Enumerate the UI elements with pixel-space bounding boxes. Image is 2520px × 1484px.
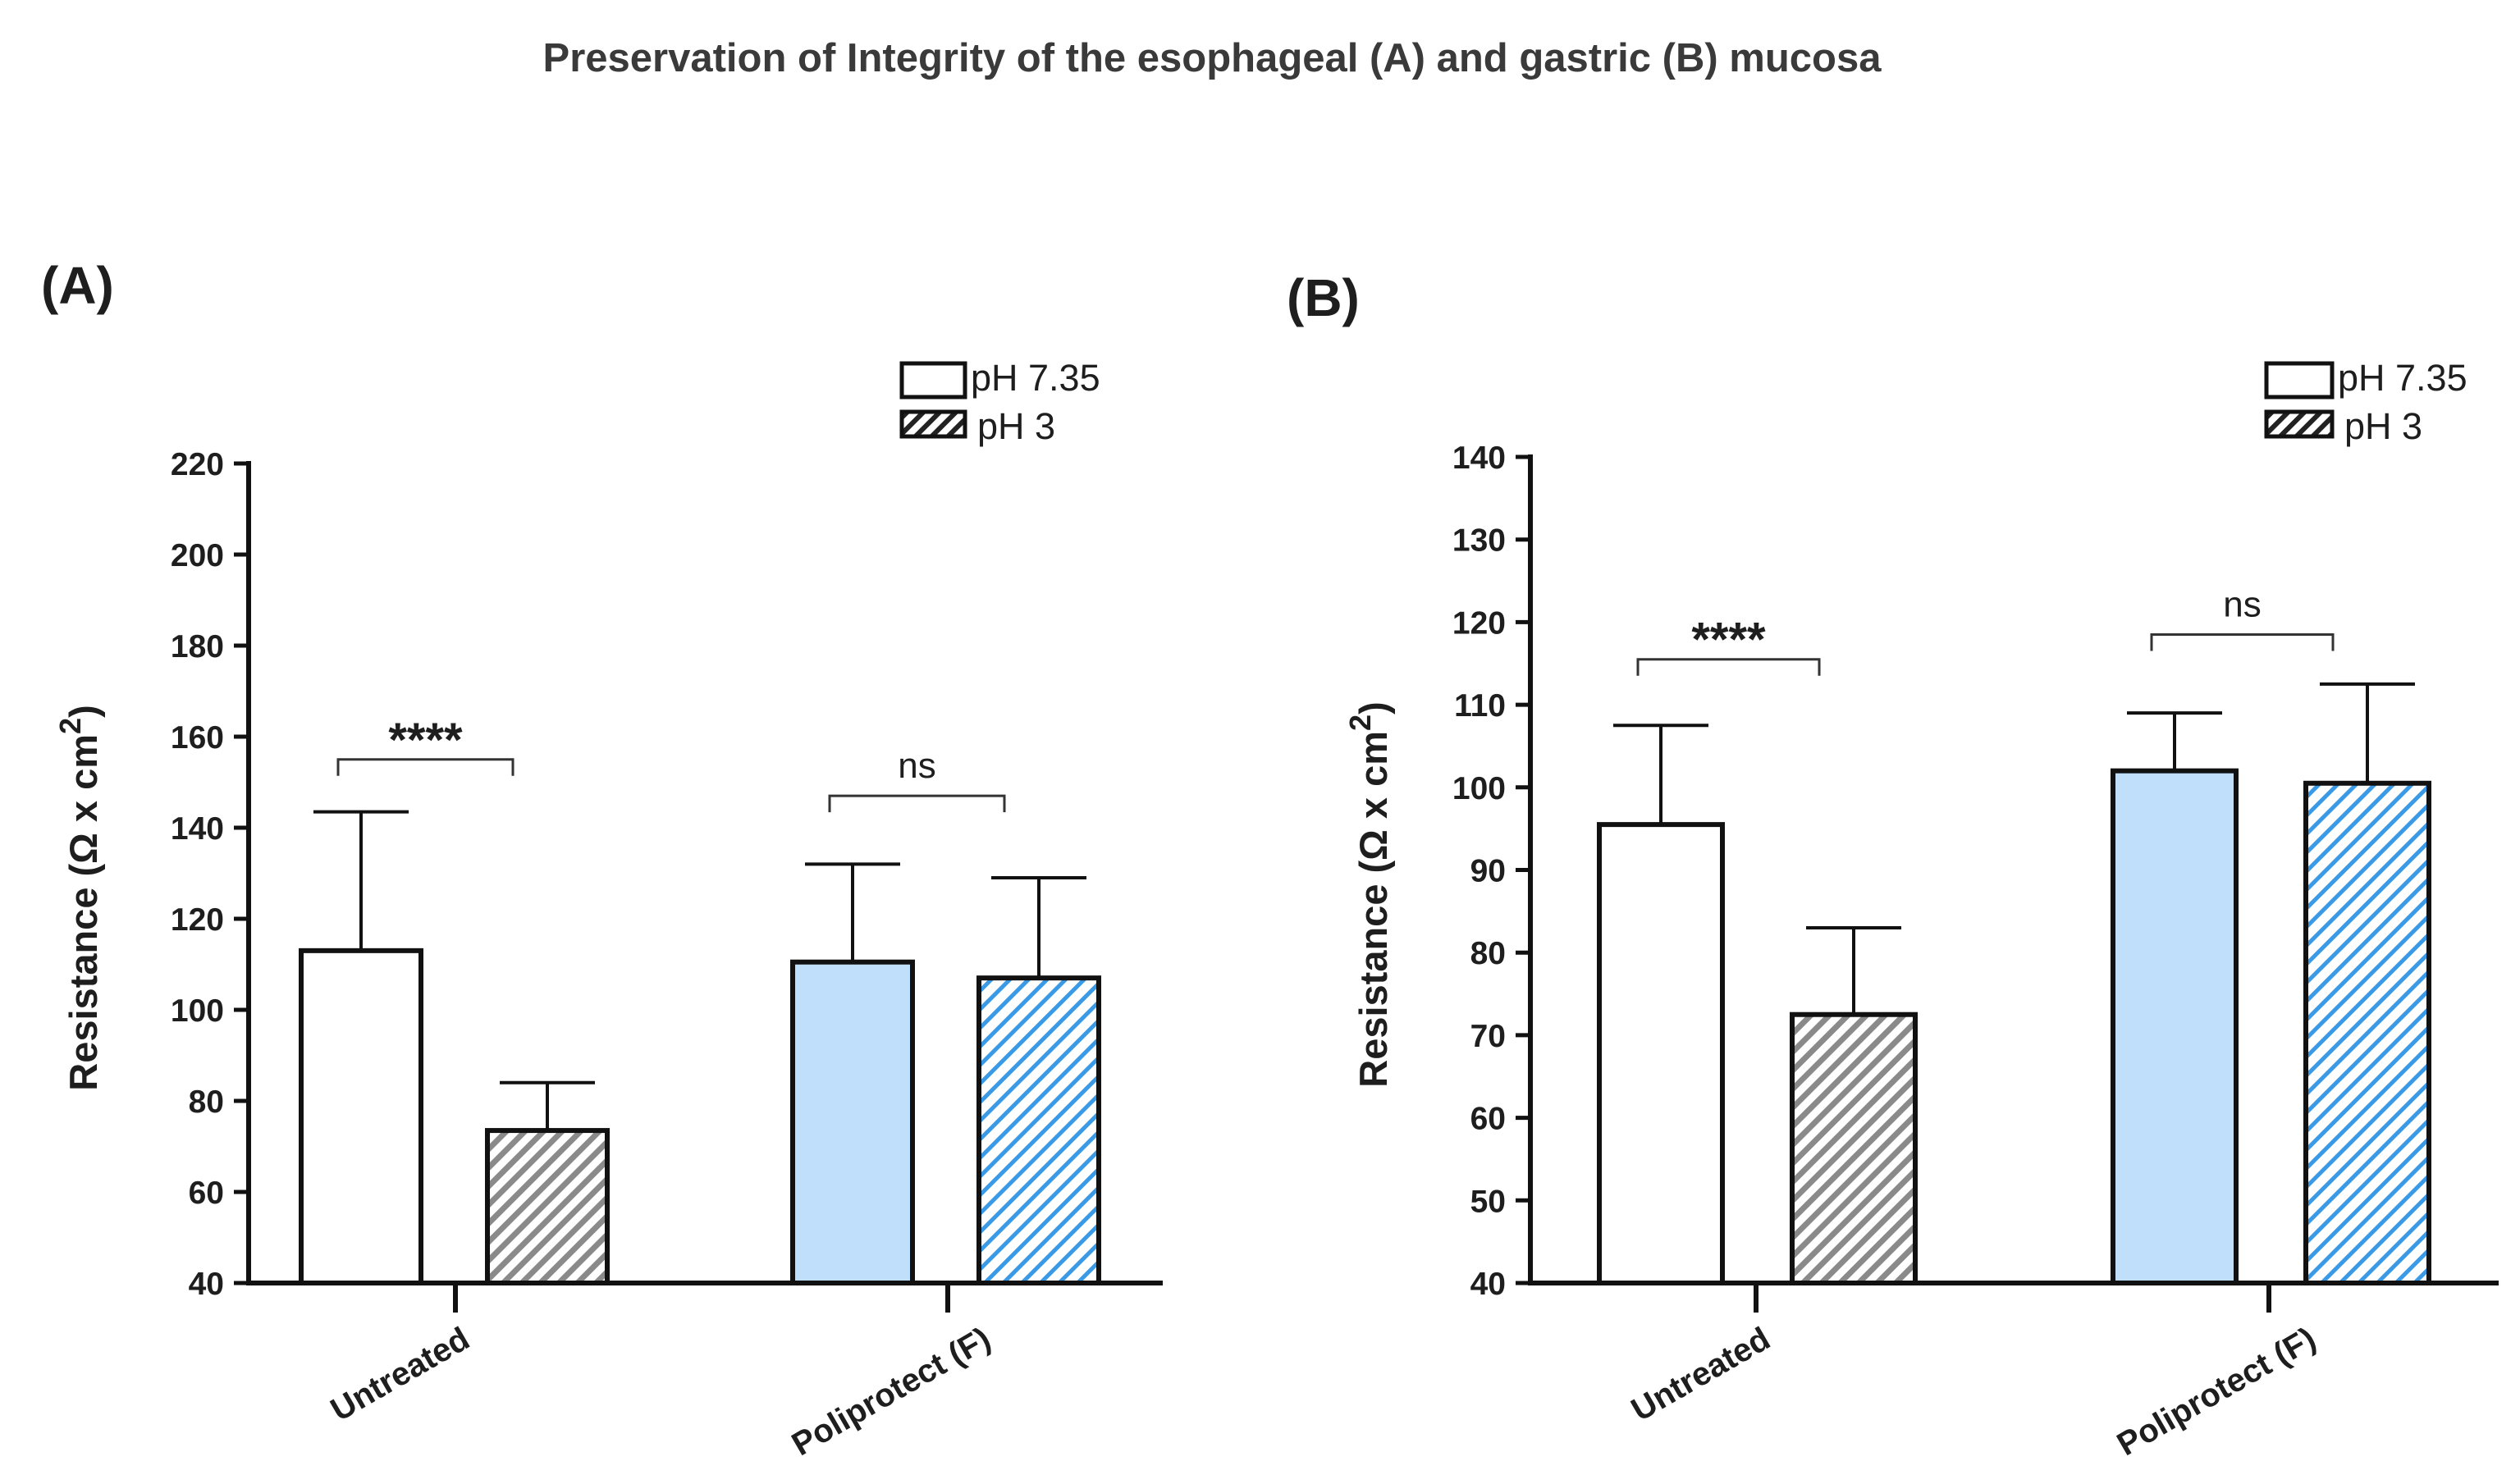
panel-b-y-axis-title: Resistance (Ω x cm2) bbox=[1343, 701, 1395, 1087]
panel-a-y-axis-title: Resistance (Ω x cm2) bbox=[53, 705, 105, 1090]
panel-b-legend-swatch bbox=[2264, 361, 2335, 400]
panel-a-legend-label: pH 7.35 bbox=[971, 357, 1100, 399]
panel-a-legend-swatch bbox=[899, 361, 967, 400]
panel-b-category-label: Poliprotect (F) bbox=[2111, 1321, 2322, 1463]
panel-b-significance-bracket bbox=[2150, 633, 2335, 651]
panel-a-y-tick-label: 160 bbox=[171, 720, 224, 756]
panel-b-y-tick-label: 130 bbox=[1452, 523, 1506, 559]
panel-a-category-label: Poliprotect (F) bbox=[786, 1321, 997, 1463]
panel-b-category-label: Untreated bbox=[1626, 1321, 1777, 1428]
panel-a-category-label: Untreated bbox=[325, 1321, 476, 1428]
panel-a-y-tick-label: 220 bbox=[171, 447, 224, 482]
panel-a-legend-label: pH 3 bbox=[977, 405, 1055, 447]
panel-b-label: (B) bbox=[1287, 268, 1360, 327]
panel-b-y-tick-label: 140 bbox=[1452, 441, 1506, 476]
panel-a-y-tick-label: 80 bbox=[189, 1084, 224, 1120]
panel-b-legend-swatch bbox=[2264, 409, 2335, 439]
panel-b-chart: (B) 40 50 60 70 80 90 100 110 120 130 140 Untreated… bbox=[1287, 268, 2499, 1463]
panel-a-bar bbox=[485, 1128, 610, 1285]
panel-a-y-tick-label: 140 bbox=[171, 811, 224, 847]
panel-b-y-tick-label: 50 bbox=[1470, 1184, 1506, 1219]
figure-title: Preservation of Integrity of the esophag… bbox=[543, 36, 1882, 80]
panel-a-label: (A) bbox=[41, 256, 114, 315]
panel-b-y-tick-label: 120 bbox=[1452, 605, 1506, 641]
panel-a-y-tick-label: 120 bbox=[171, 902, 224, 938]
panel-b-y-tick-label: 60 bbox=[1470, 1102, 1506, 1137]
panel-a-significance-bracket bbox=[336, 758, 515, 776]
panel-a-bar bbox=[976, 975, 1101, 1286]
panel-a-significance-label: **** bbox=[388, 714, 463, 767]
panel-b-y-tick-label: 100 bbox=[1452, 771, 1506, 806]
panel-a-chart: (A) 40 60 80 100 120 140 160 180 200 220 Untreated… bbox=[41, 256, 1163, 1463]
panel-a-y-tick-label: 200 bbox=[171, 538, 224, 573]
panel-a-significance-label: ns bbox=[898, 746, 935, 786]
panel-b-y-tick-label: 40 bbox=[1470, 1267, 1506, 1302]
panel-a-significance-bracket bbox=[828, 794, 1006, 813]
panel-b-y-tick-label: 70 bbox=[1470, 1019, 1506, 1054]
panel-a-y-tick-label: 100 bbox=[171, 993, 224, 1029]
panel-b-y-tick-label: 80 bbox=[1470, 936, 1506, 971]
panel-b-y-tick-label: 110 bbox=[1454, 688, 1506, 724]
panel-b-bar bbox=[1790, 1011, 1918, 1285]
panel-b-bar bbox=[2111, 768, 2239, 1285]
panel-a-bar bbox=[790, 959, 915, 1285]
panel-b-y-tick-label: 90 bbox=[1470, 854, 1506, 889]
panel-b-significance-label: ns bbox=[2223, 585, 2261, 625]
panel-b-legend-label: pH 7.35 bbox=[2338, 357, 2467, 399]
panel-a-bar bbox=[299, 947, 423, 1285]
panel-a-y-tick-label: 180 bbox=[171, 629, 224, 664]
panel-b-significance-label: **** bbox=[1691, 614, 1766, 667]
panel-a-y-tick-label: 60 bbox=[189, 1176, 224, 1211]
panel-a-y-tick-label: 40 bbox=[189, 1267, 224, 1302]
panel-b-significance-bracket bbox=[1636, 658, 1821, 676]
panel-a-legend-swatch bbox=[899, 409, 967, 439]
panel-b-bar bbox=[1597, 822, 1725, 1285]
panel-b-legend-label: pH 3 bbox=[2344, 405, 2422, 447]
panel-b-bar bbox=[2303, 780, 2431, 1285]
